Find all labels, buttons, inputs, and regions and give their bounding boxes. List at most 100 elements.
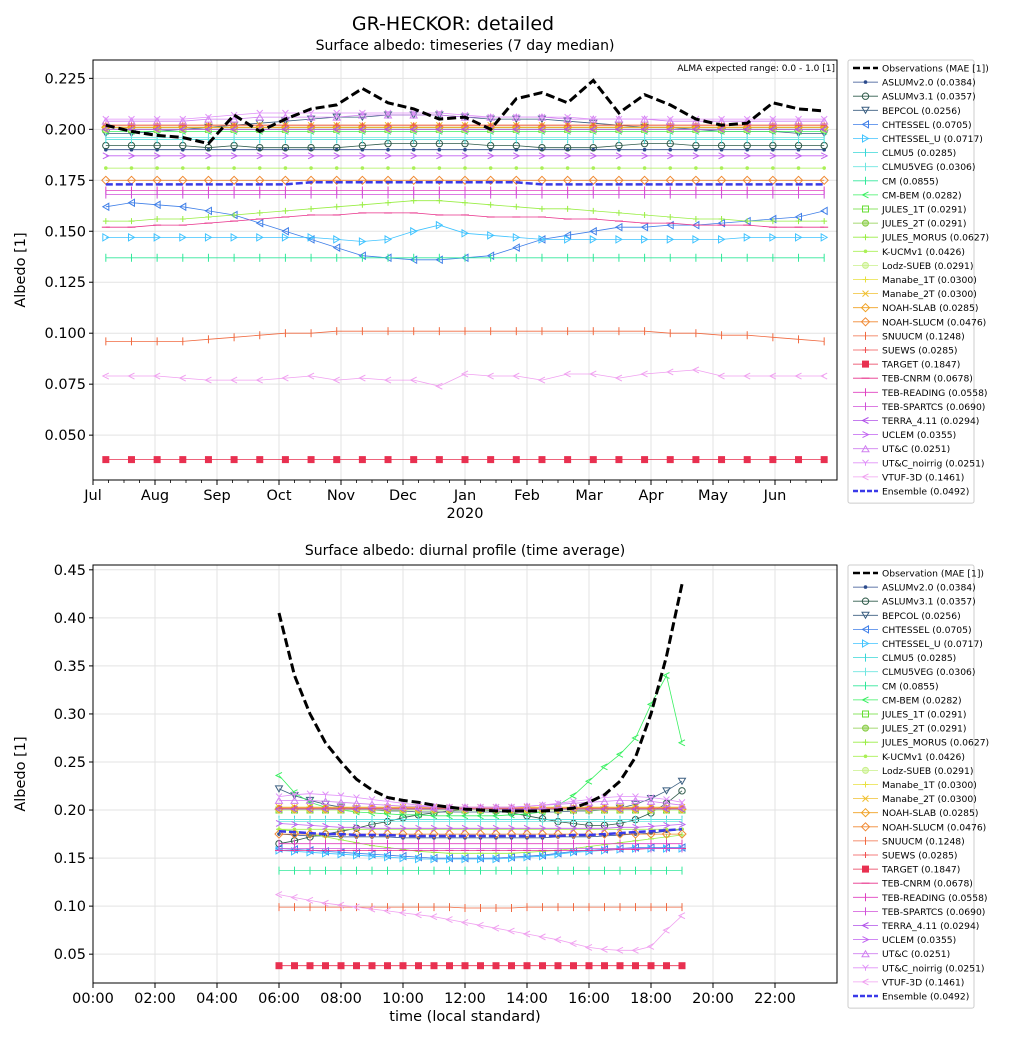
data-point [460,370,469,378]
data-point [646,829,656,839]
diurnal-legend: Observation (MAE [1]) ASLUMv2.0 (0.0384) A… [847,564,989,1009]
legend-label: NOAH-SLUCM (0.0476) [882,822,986,833]
data-point [305,805,314,813]
data-point [744,218,751,225]
data-point [280,175,291,185]
data-point [794,117,803,125]
y-tick-label: 0.10 [54,899,86,915]
data-point [668,147,673,152]
legend-marker [861,611,870,620]
data-point [154,216,161,223]
data-point [102,233,110,242]
legend-entry: NOAH-SLUCM (0.0476) [853,317,986,328]
data-point [769,122,776,129]
data-point [255,376,263,384]
data-point [769,152,777,160]
legend-marker [862,205,869,213]
data-point [584,777,593,785]
legend-entry: CM-BEM (0.0282) [853,695,962,706]
legend-label: TEB-CNRM (0.0678) [881,374,973,385]
legend-marker [862,360,869,368]
legend-label: TERRA_4.11 (0.0294) [881,416,979,427]
data-point [615,235,623,244]
legend-marker [862,852,869,858]
legend-label: CM (0.0855) [882,681,939,692]
data-point [677,801,687,809]
data-point [415,962,422,970]
data-point [632,823,640,831]
data-point [178,117,188,125]
legend-label: ASLUMv2.0 (0.0384) [882,583,976,594]
legend-label: UCLEM (0.0355) [882,430,956,441]
data-point [491,924,500,932]
series-chtessel-u [102,220,829,246]
data-point [413,829,424,839]
data-point [692,235,700,244]
data-point [255,113,265,121]
legend-entry: UT&C (0.0251) [853,949,950,960]
data-point [386,166,390,170]
legend-label: NOAH-SLAB (0.0285) [882,303,978,314]
data-point [256,233,264,242]
data-point [563,125,571,133]
data-point [358,111,367,119]
legend-marker [860,302,871,313]
data-point [462,199,468,206]
data-point [662,805,670,813]
data-point [306,821,315,829]
figure-title: GR-HECKOR: detailed [352,13,554,35]
data-point [460,812,469,820]
legend-entry: Observations (MAE [1]) [853,64,989,75]
data-point [306,962,314,970]
timeseries-legend: Observations (MAE [1]) ASLUMv2.0 (0.0384)… [847,59,989,504]
legend-marker [862,766,869,774]
data-point [385,199,392,206]
legend-label: Ensemble (0.0492) [882,487,969,498]
data-point [128,115,135,123]
legend-label: Observations (MAE [1]) [882,64,989,75]
data-point [768,125,777,133]
legend-entry: TERRA_4.11 (0.0294) [853,921,979,932]
data-point [615,115,623,123]
legend-marker [861,106,870,115]
legend-box [847,59,975,504]
legend-marker [861,444,870,453]
data-point [794,125,802,133]
legend-entry: JULES_MORUS (0.0627) [853,738,989,749]
data-point [384,962,391,970]
data-point [677,777,687,786]
y-tick-label: 0.25 [54,755,86,771]
data-point [614,222,623,232]
data-point [667,213,674,220]
data-point [255,218,264,228]
legend-marker [861,417,869,424]
data-point [508,962,515,970]
data-point [460,125,469,133]
data-point [508,803,515,811]
data-point [769,233,777,242]
data-point [662,787,671,795]
data-point [589,115,597,123]
data-point [679,832,685,839]
data-point [307,152,316,160]
data-point [508,824,516,832]
data-point [232,166,236,170]
data-point [332,243,341,252]
data-point [333,235,341,244]
legend-marker [861,922,869,929]
y-axis-label: Albedo [1] [13,736,29,811]
legend-label: Manabe_2T (0.0300) [882,794,977,805]
series-jules-morus [102,197,828,225]
data-point [204,233,213,242]
data-point [154,122,161,129]
y-tick-label: 0.075 [44,377,86,393]
legend-marker [860,807,871,818]
legend-marker [862,865,869,873]
data-point [589,235,598,244]
data-point [522,930,531,938]
data-point [616,823,625,831]
data-point [153,456,161,464]
data-point [589,456,597,464]
data-point [820,456,828,464]
legend-label: Observation (MAE [1]) [882,569,984,580]
